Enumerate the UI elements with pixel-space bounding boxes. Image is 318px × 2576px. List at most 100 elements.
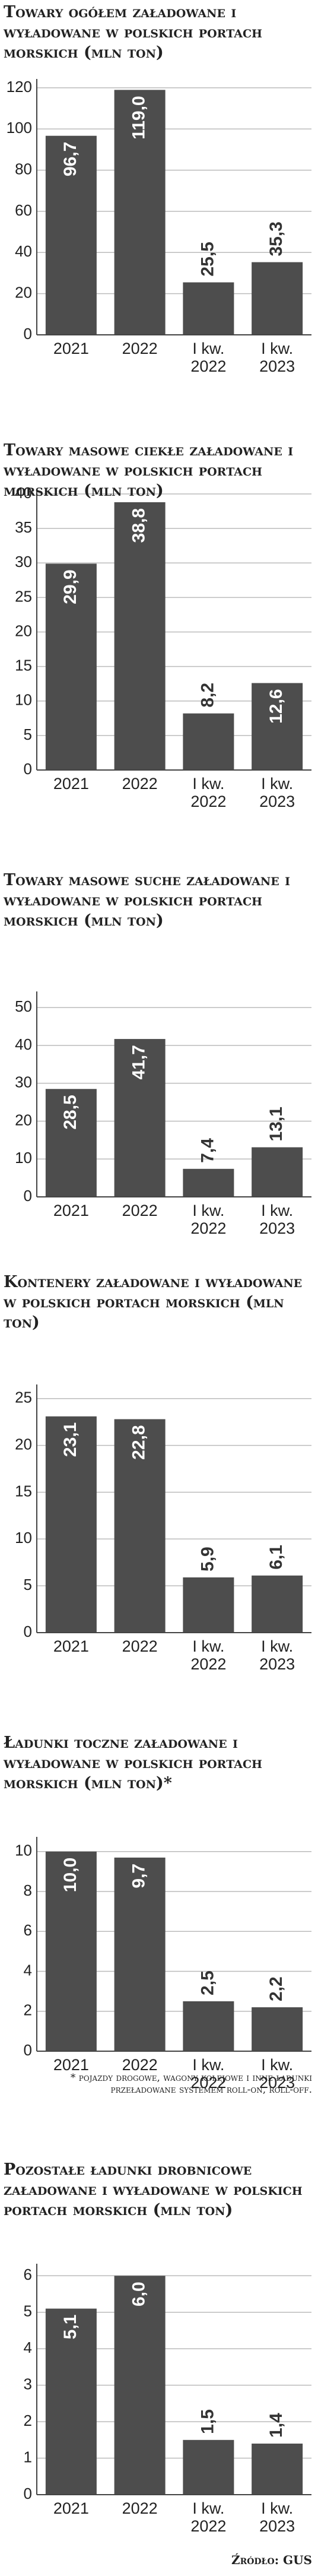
y-tick-label: 25	[15, 587, 32, 605]
value-label: 8,2	[198, 683, 217, 708]
bar	[114, 1857, 166, 2051]
y-tick-label: 0	[24, 2041, 32, 2059]
bar	[183, 713, 234, 770]
y-tick-label: 4	[24, 1961, 32, 1979]
y-tick-label: 100	[7, 119, 32, 137]
value-label: 7,4	[198, 1138, 217, 1163]
y-tick-label: 2	[24, 2001, 32, 2019]
chart-title: Towary masowe suche załadowane i wyładow…	[4, 871, 291, 930]
bar	[252, 2443, 303, 2495]
value-label: 2,5	[198, 1970, 217, 1995]
x-tick-label: I kw. 2023	[259, 340, 295, 375]
y-tick-label: 5	[24, 1576, 32, 1593]
y-tick-label: 4	[24, 2339, 32, 2356]
y-tick-label: 6	[24, 2266, 32, 2283]
y-tick-label: 25	[15, 1389, 32, 1406]
value-label: 1,4	[266, 2413, 286, 2438]
y-tick-label: 40	[15, 242, 32, 260]
chart-title: Ładunki toczne załadowane i wyładowane w…	[4, 1734, 263, 1792]
bar	[45, 1089, 97, 1197]
x-tick-label: 2021	[53, 1637, 89, 1655]
y-tick-label: 50	[15, 997, 32, 1015]
x-tick-label: I kw. 2022	[190, 1637, 227, 1673]
value-label: 38,8	[129, 508, 149, 543]
bar	[45, 563, 97, 770]
x-tick-label: I kw. 2023	[259, 2056, 295, 2092]
y-tick-label: 60	[15, 201, 32, 219]
bar	[183, 2439, 234, 2495]
y-tick-label: 0	[24, 2485, 32, 2502]
x-tick-label: I kw. 2023	[259, 1202, 295, 1237]
bar	[252, 1575, 303, 1633]
x-tick-label: 2021	[53, 775, 89, 793]
value-label: 29,9	[61, 569, 80, 604]
y-tick-label: 0	[24, 760, 32, 778]
x-tick-label: 2022	[122, 2056, 158, 2074]
bar	[114, 502, 166, 770]
x-tick-label: 2022	[122, 340, 158, 357]
y-tick-label: 40	[15, 1035, 32, 1053]
bar	[183, 1168, 234, 1197]
value-label: 9,7	[129, 1864, 149, 1889]
y-tick-label: 40	[15, 484, 32, 502]
y-tick-label: 20	[15, 1111, 32, 1129]
bar	[45, 135, 97, 335]
chart-title: Towary masowe ciekłe załadowane i wyłado…	[4, 441, 294, 500]
y-tick-label: 6	[24, 1921, 32, 1939]
bar	[114, 1419, 166, 1633]
x-tick-label: I kw. 2022	[190, 1202, 227, 1237]
value-label: 5,1	[61, 2315, 80, 2340]
y-tick-label: 0	[24, 325, 32, 343]
y-tick-label: 0	[24, 1187, 32, 1205]
y-tick-label: 30	[15, 1073, 32, 1091]
x-tick-label: I kw. 2023	[259, 775, 295, 810]
y-tick-label: 5	[24, 725, 32, 743]
value-label: 6,1	[266, 1545, 286, 1570]
value-label: 5,9	[198, 1547, 217, 1571]
x-tick-label: 2021	[53, 2499, 89, 2517]
value-label: 23,1	[61, 1422, 80, 1457]
value-label: 28,5	[61, 1095, 80, 1129]
value-label: 22,8	[129, 1425, 149, 1459]
bar	[45, 1851, 97, 2051]
chart-title: Kontenery załadowane i wyładowane w pols…	[4, 1273, 303, 1332]
x-tick-label: I kw. 2023	[259, 1637, 295, 1673]
value-label: 35,3	[266, 221, 286, 256]
bar	[252, 2007, 303, 2051]
footnote: * pojazdy drogowe, wagony kolejowe i inn…	[70, 2072, 312, 2096]
x-tick-label: I kw. 2022	[190, 2056, 227, 2092]
x-tick-label: I kw. 2022	[190, 775, 227, 810]
y-tick-label: 0	[24, 1623, 32, 1640]
value-label: 119,0	[129, 96, 149, 139]
x-tick-label: I kw. 2022	[190, 340, 227, 375]
x-tick-label: 2021	[53, 340, 89, 357]
y-tick-label: 2	[24, 2412, 32, 2429]
chart-title: Pozostałe ładunki drobnicowe załadowane …	[4, 2160, 303, 2219]
y-tick-label: 5	[24, 2302, 32, 2320]
x-tick-label: 2021	[53, 2056, 89, 2074]
bar	[252, 1147, 303, 1197]
y-tick-label: 120	[7, 78, 32, 96]
y-tick-label: 1	[24, 2448, 32, 2466]
value-label: 41,7	[129, 1045, 149, 1079]
y-tick-label: 20	[15, 1435, 32, 1453]
x-tick-label: 2022	[122, 1202, 158, 1219]
y-tick-label: 10	[15, 1529, 32, 1547]
y-tick-label: 15	[15, 657, 32, 674]
y-tick-label: 80	[15, 160, 32, 178]
x-tick-label: 2021	[53, 1202, 89, 1219]
value-label: 6,0	[129, 2282, 149, 2306]
value-label: 10,0	[61, 1858, 80, 1892]
value-label: 12,6	[266, 689, 286, 724]
y-tick-label: 8	[24, 1881, 32, 1899]
bar	[114, 2276, 166, 2495]
x-tick-label: 2022	[122, 1637, 158, 1655]
bar	[183, 282, 234, 335]
chart-title: Towary ogółem załadowane i wyładowane w …	[4, 3, 263, 62]
y-tick-label: 35	[15, 518, 32, 536]
y-tick-label: 10	[15, 1149, 32, 1167]
bar	[183, 2001, 234, 2051]
y-tick-label: 10	[15, 691, 32, 709]
